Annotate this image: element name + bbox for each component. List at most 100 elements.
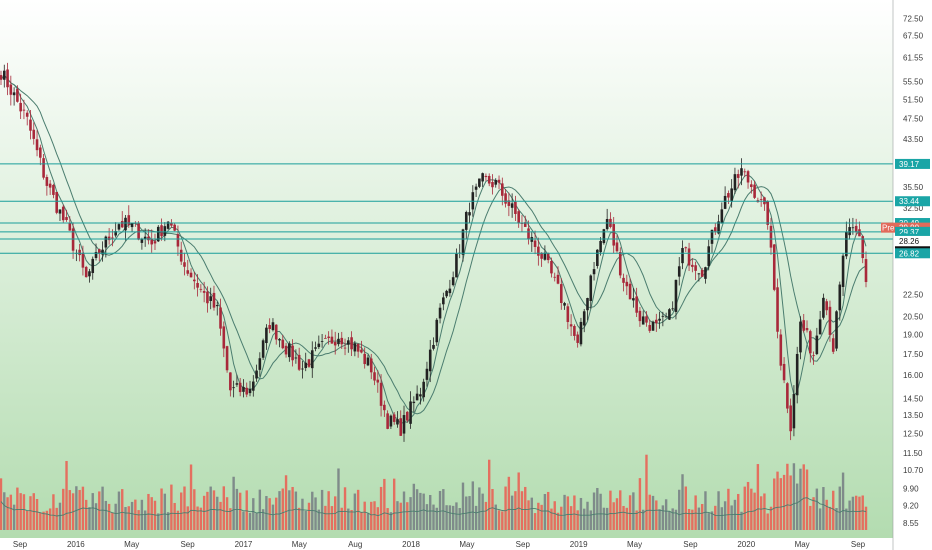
candle-body [32, 129, 36, 139]
candle-body [537, 246, 540, 256]
volume-bar [494, 504, 497, 530]
volume-bar [370, 501, 373, 530]
volume-bar [550, 508, 553, 530]
volume-bar [307, 502, 311, 530]
volume-bar [373, 501, 376, 530]
candle-body [514, 201, 517, 214]
volume-bar [478, 487, 481, 530]
candle-body [792, 394, 796, 429]
volume-bar [596, 487, 599, 530]
candle-body [206, 291, 209, 304]
price-tag: 29.37 [895, 226, 930, 237]
volume-bar [376, 507, 379, 530]
price-tick-label: 32.50 [903, 204, 924, 213]
candle-body [789, 405, 792, 432]
volume-bar [366, 513, 370, 530]
volume-bar [700, 503, 704, 530]
candle-body [97, 249, 101, 254]
volume-bar [422, 493, 425, 530]
price-tag: 28.26 [895, 235, 930, 246]
volume-bar [668, 511, 671, 530]
price-tick-label: 12.50 [903, 429, 924, 438]
volume-bar [501, 511, 504, 530]
volume-bar [196, 506, 199, 530]
volume-bar [399, 502, 402, 530]
volume-bar [681, 474, 684, 530]
volume-bar [238, 492, 242, 530]
plot-background [0, 0, 893, 538]
volume-bar [792, 463, 796, 530]
volume-bar [281, 488, 284, 530]
candle-body [114, 231, 117, 236]
volume-bar [189, 464, 193, 530]
candle-body [808, 331, 812, 354]
candle-body [723, 195, 727, 209]
candle-body [405, 411, 409, 421]
volume-bar [284, 475, 288, 530]
volume-bar [75, 486, 78, 530]
volume-bar [101, 486, 104, 530]
volume-bar [392, 478, 396, 530]
candle-body [776, 287, 779, 332]
volume-bar [717, 491, 720, 530]
candle-body [170, 222, 173, 226]
volume-bar [143, 510, 147, 530]
volume-bar [845, 508, 848, 530]
volume-bar [586, 501, 589, 530]
volume-bar [799, 468, 802, 530]
volume-moving-average [0, 497, 867, 517]
volume-bar [576, 510, 579, 530]
candle-body [435, 319, 439, 343]
candle-body [802, 320, 806, 331]
price-tick-label: 9.20 [903, 502, 919, 511]
volume-bar [320, 489, 324, 530]
volume-bar [216, 496, 219, 530]
volume-bar [645, 454, 648, 530]
price-tag-box [895, 226, 930, 237]
volume-bar [343, 487, 347, 530]
candle-body [324, 337, 327, 339]
volume-bar [88, 507, 91, 530]
candle-body [183, 262, 186, 267]
volume-bar [684, 486, 687, 530]
candle-body [559, 284, 563, 303]
volume-bar [651, 495, 655, 530]
candle-body [566, 306, 570, 323]
candle-body [215, 305, 219, 307]
candle-body [707, 246, 711, 266]
volume-bar [743, 486, 746, 530]
volume-bar [16, 487, 19, 530]
candle-body [710, 229, 714, 244]
volume-bar [812, 497, 815, 530]
candle-body [55, 191, 59, 213]
volume-bar [805, 469, 809, 530]
volume-bar [648, 494, 651, 530]
volume-bar [691, 509, 694, 530]
candle-body [271, 322, 275, 331]
candle-body [668, 309, 671, 320]
price-tick-label: 20.50 [903, 313, 924, 322]
time-axis[interactable]: Sep 2016 May Sep 2017 May Aug 2018 May Sep 2019 May… [13, 540, 866, 549]
candle-body [628, 283, 632, 300]
time-tick-label: Sep [851, 540, 866, 549]
volume-bar [704, 491, 707, 530]
volume-bar [468, 496, 471, 530]
candle-body [481, 173, 484, 182]
candle-body [261, 340, 265, 358]
candle-body [671, 308, 674, 310]
candle-body [284, 345, 288, 355]
horizontal-levels[interactable] [0, 163, 893, 254]
time-tick-label: 2018 [402, 540, 420, 549]
candle-body [402, 415, 406, 434]
candle-body [392, 414, 396, 422]
volume-bar [635, 510, 638, 530]
candle-body [327, 336, 330, 339]
volume-bar [510, 495, 514, 530]
candle-body [120, 220, 124, 228]
candle-body [189, 272, 193, 278]
volume-bar [848, 500, 851, 530]
volume-bar [861, 495, 864, 530]
volume-bar [301, 498, 304, 530]
volume-bar [91, 493, 94, 530]
